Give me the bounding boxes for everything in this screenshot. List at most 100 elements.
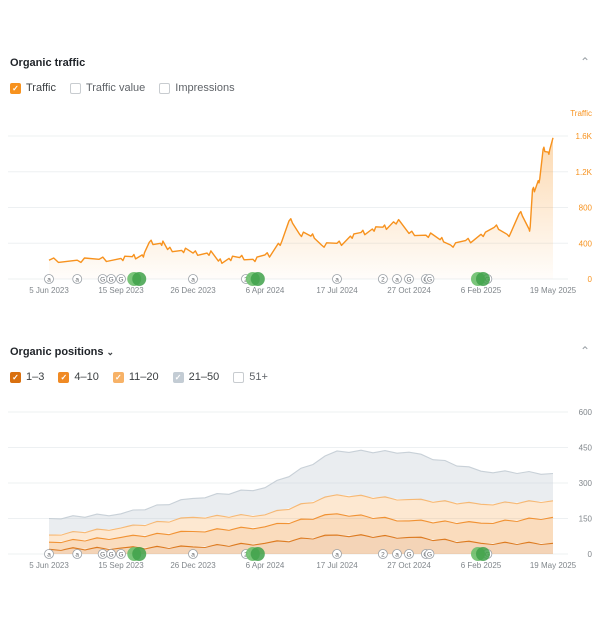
legend-label: Traffic value: [85, 82, 146, 94]
google-update-marker: [476, 272, 490, 286]
annotation-marker-label: 2: [381, 277, 385, 284]
x-tick-label: 19 May 2025: [530, 561, 577, 570]
annotation-marker-label: G: [406, 552, 411, 559]
traffic-line: [48, 137, 554, 264]
annotation-marker: [424, 274, 435, 284]
google-update-marker: [132, 547, 147, 561]
annotation-marker: [116, 549, 126, 559]
annotation-marker: [72, 274, 83, 284]
legend-item[interactable]: 51+: [233, 371, 268, 383]
y-tick-label: 1.6K: [576, 132, 593, 141]
annotation-marker: [332, 549, 342, 559]
annotation-marker: [44, 549, 54, 559]
x-tick-label: 19 May 2025: [530, 286, 577, 295]
x-tick-label: 6 Apr 2024: [246, 561, 285, 570]
x-tick-label: 27 Oct 2024: [387, 561, 431, 570]
annotation-marker-label: G: [100, 552, 105, 559]
x-tick-label: 27 Oct 2024: [387, 286, 431, 295]
legend-item[interactable]: 11–20: [112, 371, 159, 383]
panel-title-label: Organic positions: [10, 346, 104, 358]
x-tick-label: 26 Dec 2023: [170, 561, 216, 570]
y-tick-label: 0: [588, 550, 593, 559]
x-tick-label: 6 Feb 2025: [461, 561, 502, 570]
annotation-marker-label: a: [395, 552, 399, 559]
checkbox-icon[interactable]: [69, 82, 81, 94]
checkbox-icon[interactable]: [233, 371, 245, 383]
annotation-marker-label: G: [406, 277, 411, 284]
annotation-marker-label: a: [75, 552, 79, 559]
series-area: [49, 513, 553, 550]
annotation-marker-label: G: [100, 277, 105, 284]
legend-item[interactable]: Impressions: [159, 82, 235, 94]
google-update-marker: [476, 547, 490, 561]
legend-label: 51+: [249, 371, 268, 383]
series-line: [48, 449, 554, 520]
y-tick-label: 400: [579, 239, 593, 248]
annotation-marker: [116, 274, 126, 284]
chevron-down-icon[interactable]: ⌄: [106, 347, 115, 357]
organic-positions-panel: Organic positions⌄ ⌃ 1–3 4–10 11–20 21–50 51…: [0, 330, 600, 600]
legend-label: 1–3: [26, 371, 45, 383]
legend-label: Impressions: [175, 82, 235, 94]
checkbox-checked-icon[interactable]: [10, 82, 21, 94]
annotation-marker-label: G: [118, 552, 123, 559]
legend-label: 4–10: [74, 371, 99, 383]
x-tick-label: 15 Sep 2023: [98, 286, 144, 295]
legend-item[interactable]: 1–3: [10, 371, 44, 383]
checkbox-icon[interactable]: [159, 82, 171, 94]
annotation-marker-label: a: [47, 277, 51, 284]
y-tick-label: 0: [588, 275, 593, 284]
x-tick-label: 17 Jul 2024: [316, 561, 358, 570]
positions-legend: 1–3 4–10 11–20 21–50 51+: [10, 371, 268, 383]
organic-traffic-panel: Organic traffic ⌃ Traffic Traffic value Im…: [0, 0, 600, 320]
legend-item[interactable]: Traffic value: [69, 82, 146, 94]
positions-chart: 0 150 300 450 600 5 Jun 2023 15 Sep 2023 26 Dec…: [8, 408, 593, 570]
y-tick-label: 800: [579, 204, 593, 213]
annotation-marker-label: G: [109, 277, 114, 284]
annotation-marker-label: G: [109, 552, 114, 559]
panel-title: Organic traffic: [10, 57, 86, 69]
x-tick-label: 26 Dec 2023: [170, 286, 216, 295]
panel-title[interactable]: Organic positions ⌄: [10, 346, 114, 358]
y-tick-label: 600: [579, 408, 593, 417]
series-area: [49, 534, 553, 554]
x-tick-label: 15 Sep 2023: [98, 561, 144, 570]
y-tick-label: 150: [579, 515, 593, 524]
traffic-chart: 0 400 800 1.2K 1.6K 5 Jun 2023 15 Sep 2023 26 D…: [8, 109, 593, 295]
chevron-up-icon[interactable]: ⌃: [579, 55, 590, 69]
annotation-marker-label: a: [191, 277, 195, 284]
annotation-marker-label: G: [427, 552, 432, 559]
legend-item[interactable]: Traffic: [10, 82, 56, 94]
traffic-area: [49, 137, 553, 279]
checkbox-checked-icon[interactable]: [172, 371, 184, 383]
series-line: [48, 513, 554, 544]
checkbox-checked-icon[interactable]: [10, 371, 21, 383]
traffic-legend: Traffic Traffic value Impressions: [10, 82, 235, 94]
annotation-marker: [72, 549, 83, 559]
annotation-marker-label: a: [395, 277, 399, 284]
annotation-marker: [332, 274, 342, 284]
legend-item[interactable]: 4–10: [58, 371, 99, 383]
annotation-marker-label: a: [47, 552, 51, 559]
x-tick-label: 5 Jun 2023: [29, 286, 69, 295]
y-tick-label: 300: [579, 479, 593, 488]
legend-label: 21–50: [188, 371, 220, 383]
series-area: [49, 494, 553, 543]
checkbox-checked-icon[interactable]: [58, 371, 70, 383]
legend-item[interactable]: 21–50: [172, 371, 220, 383]
checkbox-checked-icon[interactable]: [112, 371, 124, 383]
annotation-marker: [392, 549, 402, 559]
annotation-marker-label: a: [191, 552, 195, 559]
google-update-marker: [132, 272, 147, 286]
annotation-marker: [377, 549, 388, 559]
google-update-marker: [250, 547, 265, 561]
annotation-marker-label: a: [335, 552, 339, 559]
annotation-marker-label: 2: [381, 552, 385, 559]
series-line: [49, 494, 554, 536]
annotation-marker: [188, 549, 198, 559]
chevron-up-icon[interactable]: ⌃: [579, 344, 590, 358]
annotation-marker-label: G: [427, 277, 432, 284]
legend-label: 11–20: [128, 371, 159, 383]
annotation-marker: [404, 549, 414, 559]
x-tick-label: 17 Jul 2024: [316, 286, 358, 295]
